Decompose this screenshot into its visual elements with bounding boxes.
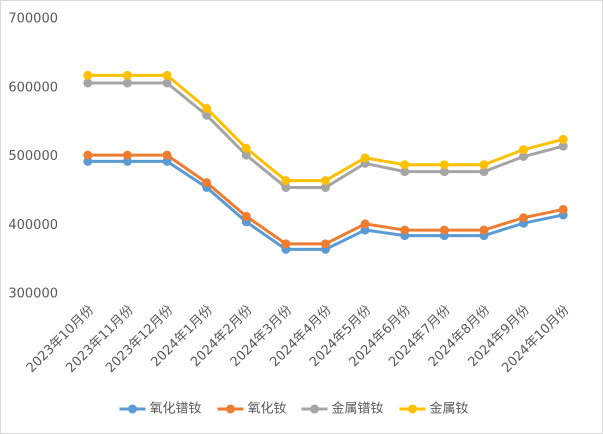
legend-label: 金属镨钕 [332, 401, 384, 417]
data-point [321, 239, 330, 249]
data-point [479, 225, 489, 235]
data-point [321, 176, 330, 186]
legend-marker [226, 404, 235, 414]
data-point [360, 219, 370, 229]
legend-marker [408, 404, 417, 414]
data-point [202, 178, 212, 188]
data-point [281, 182, 291, 192]
y-tick-label: 300000 [8, 287, 58, 302]
data-point [558, 141, 568, 151]
data-point [400, 167, 410, 177]
legend-label: 氧化镨钕 [150, 401, 202, 417]
data-point [519, 145, 529, 155]
y-tick-label: 400000 [8, 218, 58, 233]
data-point [162, 156, 172, 166]
data-point [558, 134, 568, 144]
data-point [83, 78, 93, 88]
data-point [479, 167, 489, 177]
data-point [83, 156, 93, 166]
y-tick-label: 700000 [8, 12, 58, 27]
legend-label: 金属钕 [430, 401, 469, 417]
data-point [281, 239, 291, 249]
data-point [122, 156, 132, 166]
data-point [241, 143, 251, 153]
data-point [558, 204, 568, 214]
data-point [479, 160, 489, 170]
legend-marker [310, 404, 319, 414]
data-point [360, 225, 370, 235]
data-point [400, 225, 410, 235]
data-point [83, 150, 93, 160]
data-point [122, 70, 132, 80]
data-point [162, 78, 172, 88]
data-point [241, 150, 251, 160]
data-point [519, 152, 529, 161]
data-point [439, 160, 449, 170]
data-point [122, 78, 132, 88]
data-point [321, 182, 330, 192]
data-point [162, 150, 172, 160]
legend-label: 氧化钕 [248, 401, 287, 417]
data-point [439, 167, 449, 177]
y-tick-label: 600000 [8, 80, 58, 95]
data-point [400, 160, 410, 170]
data-point [360, 153, 370, 163]
data-point [241, 211, 251, 221]
data-point [162, 70, 172, 80]
data-point [202, 103, 212, 113]
y-tick-label: 500000 [8, 149, 58, 164]
legend-marker [128, 404, 137, 414]
data-point [519, 213, 529, 223]
data-point [281, 176, 291, 186]
data-point [439, 225, 449, 235]
data-point [202, 110, 212, 120]
data-point [83, 70, 93, 80]
data-point [122, 150, 132, 160]
